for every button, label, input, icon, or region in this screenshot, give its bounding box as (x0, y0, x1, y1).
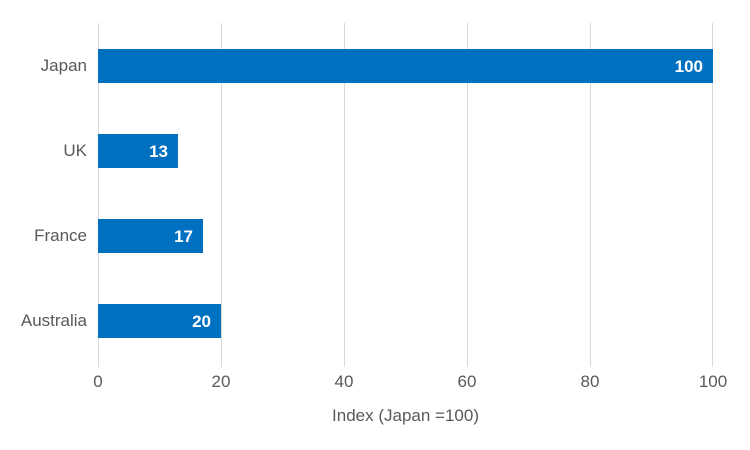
category-label-japan: Japan (40, 55, 87, 75)
bar-value-label: 17 (174, 226, 193, 246)
x-tick-label-100: 100 (698, 372, 728, 391)
gridline-x-0 (98, 23, 99, 367)
bar-value-label: 13 (149, 141, 168, 161)
gridline-x-100 (712, 23, 713, 367)
bar-france: 17 (98, 219, 203, 253)
x-tick-label-0: 0 (93, 372, 103, 391)
bar-value-label: 100 (674, 56, 703, 76)
x-tick-label-80: 80 (580, 372, 600, 391)
category-label-uk: UK (63, 140, 87, 160)
x-tick-label-40: 40 (334, 372, 354, 391)
gridline-x-20 (221, 23, 222, 367)
x-tick-label-20: 20 (211, 372, 231, 391)
bar-australia: 20 (98, 304, 221, 338)
bar-japan: 100 (98, 49, 713, 83)
x-axis-tick-labels: 0 20 40 60 80 100 (93, 372, 727, 394)
category-axis: Japan UK France Australia (0, 23, 87, 363)
bar-value-label: 20 (192, 311, 211, 331)
x-axis-title: Index (Japan =100) (332, 406, 479, 425)
gridline-x-40 (344, 23, 345, 367)
plot-area: 100 13 17 20 (98, 23, 713, 367)
category-label-australia: Australia (20, 310, 87, 330)
gridline-x-80 (590, 23, 591, 367)
gridline-x-60 (467, 23, 468, 367)
bar-uk: 13 (98, 134, 178, 168)
x-tick-label-60: 60 (457, 372, 477, 391)
category-label-france: France (34, 225, 87, 245)
